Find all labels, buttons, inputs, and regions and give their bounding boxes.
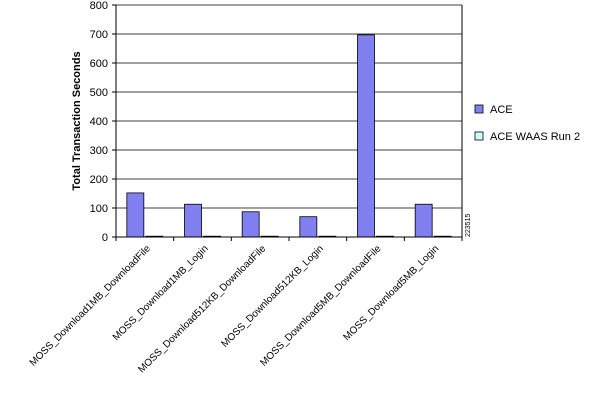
bar-ace <box>357 34 375 238</box>
y-tick-label: 300 <box>90 145 108 157</box>
bar-ace <box>241 211 260 238</box>
x-tick-labels: MOSS_Download1MB_DownloadFileMOSS_Downlo… <box>28 243 442 375</box>
y-tick-label: 500 <box>90 87 108 99</box>
legend: ACE ACE WAAS Run 2 <box>474 104 580 143</box>
grid-lines <box>116 4 462 238</box>
y-tick-labels: 0 100 200 300 400 500 600 700 800 <box>90 0 108 244</box>
x-tick-label: MOSS_Download5MB_Login <box>342 243 442 343</box>
y-tick-label: 400 <box>90 116 108 128</box>
bars <box>126 34 452 238</box>
legend-label-ace: ACE <box>490 104 513 116</box>
bar-ace <box>299 216 318 238</box>
legend-swatch-ace-waas-run-2 <box>474 131 484 141</box>
y-tick-label: 700 <box>90 29 108 41</box>
bar-ace <box>126 192 145 238</box>
y-tick-label: 0 <box>102 232 108 244</box>
x-tick-label: MOSS_Download1MB_DownloadFile <box>28 243 154 369</box>
bar-ace <box>184 203 202 238</box>
x-tick-label: MOSS_Download1MB_Login <box>111 243 211 343</box>
x-tick-label: MOSS_Download512KB_DownloadFile <box>136 243 268 375</box>
x-tick-label: MOSS_Download512KB_Login <box>220 243 326 349</box>
x-tick-label: MOSS_Download5MB_DownloadFile <box>258 243 384 369</box>
bar-ace <box>414 203 433 238</box>
y-tick-label: 600 <box>90 58 108 70</box>
y-tick-label: 100 <box>90 203 108 215</box>
figure-id: 223515 <box>465 214 472 237</box>
y-axis-title: Total Transaction Seconds <box>71 51 83 190</box>
legend-label-ace-waas-run-2: ACE WAAS Run 2 <box>490 131 580 143</box>
y-tick-label: 200 <box>90 174 108 186</box>
axes <box>112 4 463 241</box>
legend-swatch-ace <box>474 104 484 114</box>
y-tick-label: 800 <box>90 0 108 12</box>
